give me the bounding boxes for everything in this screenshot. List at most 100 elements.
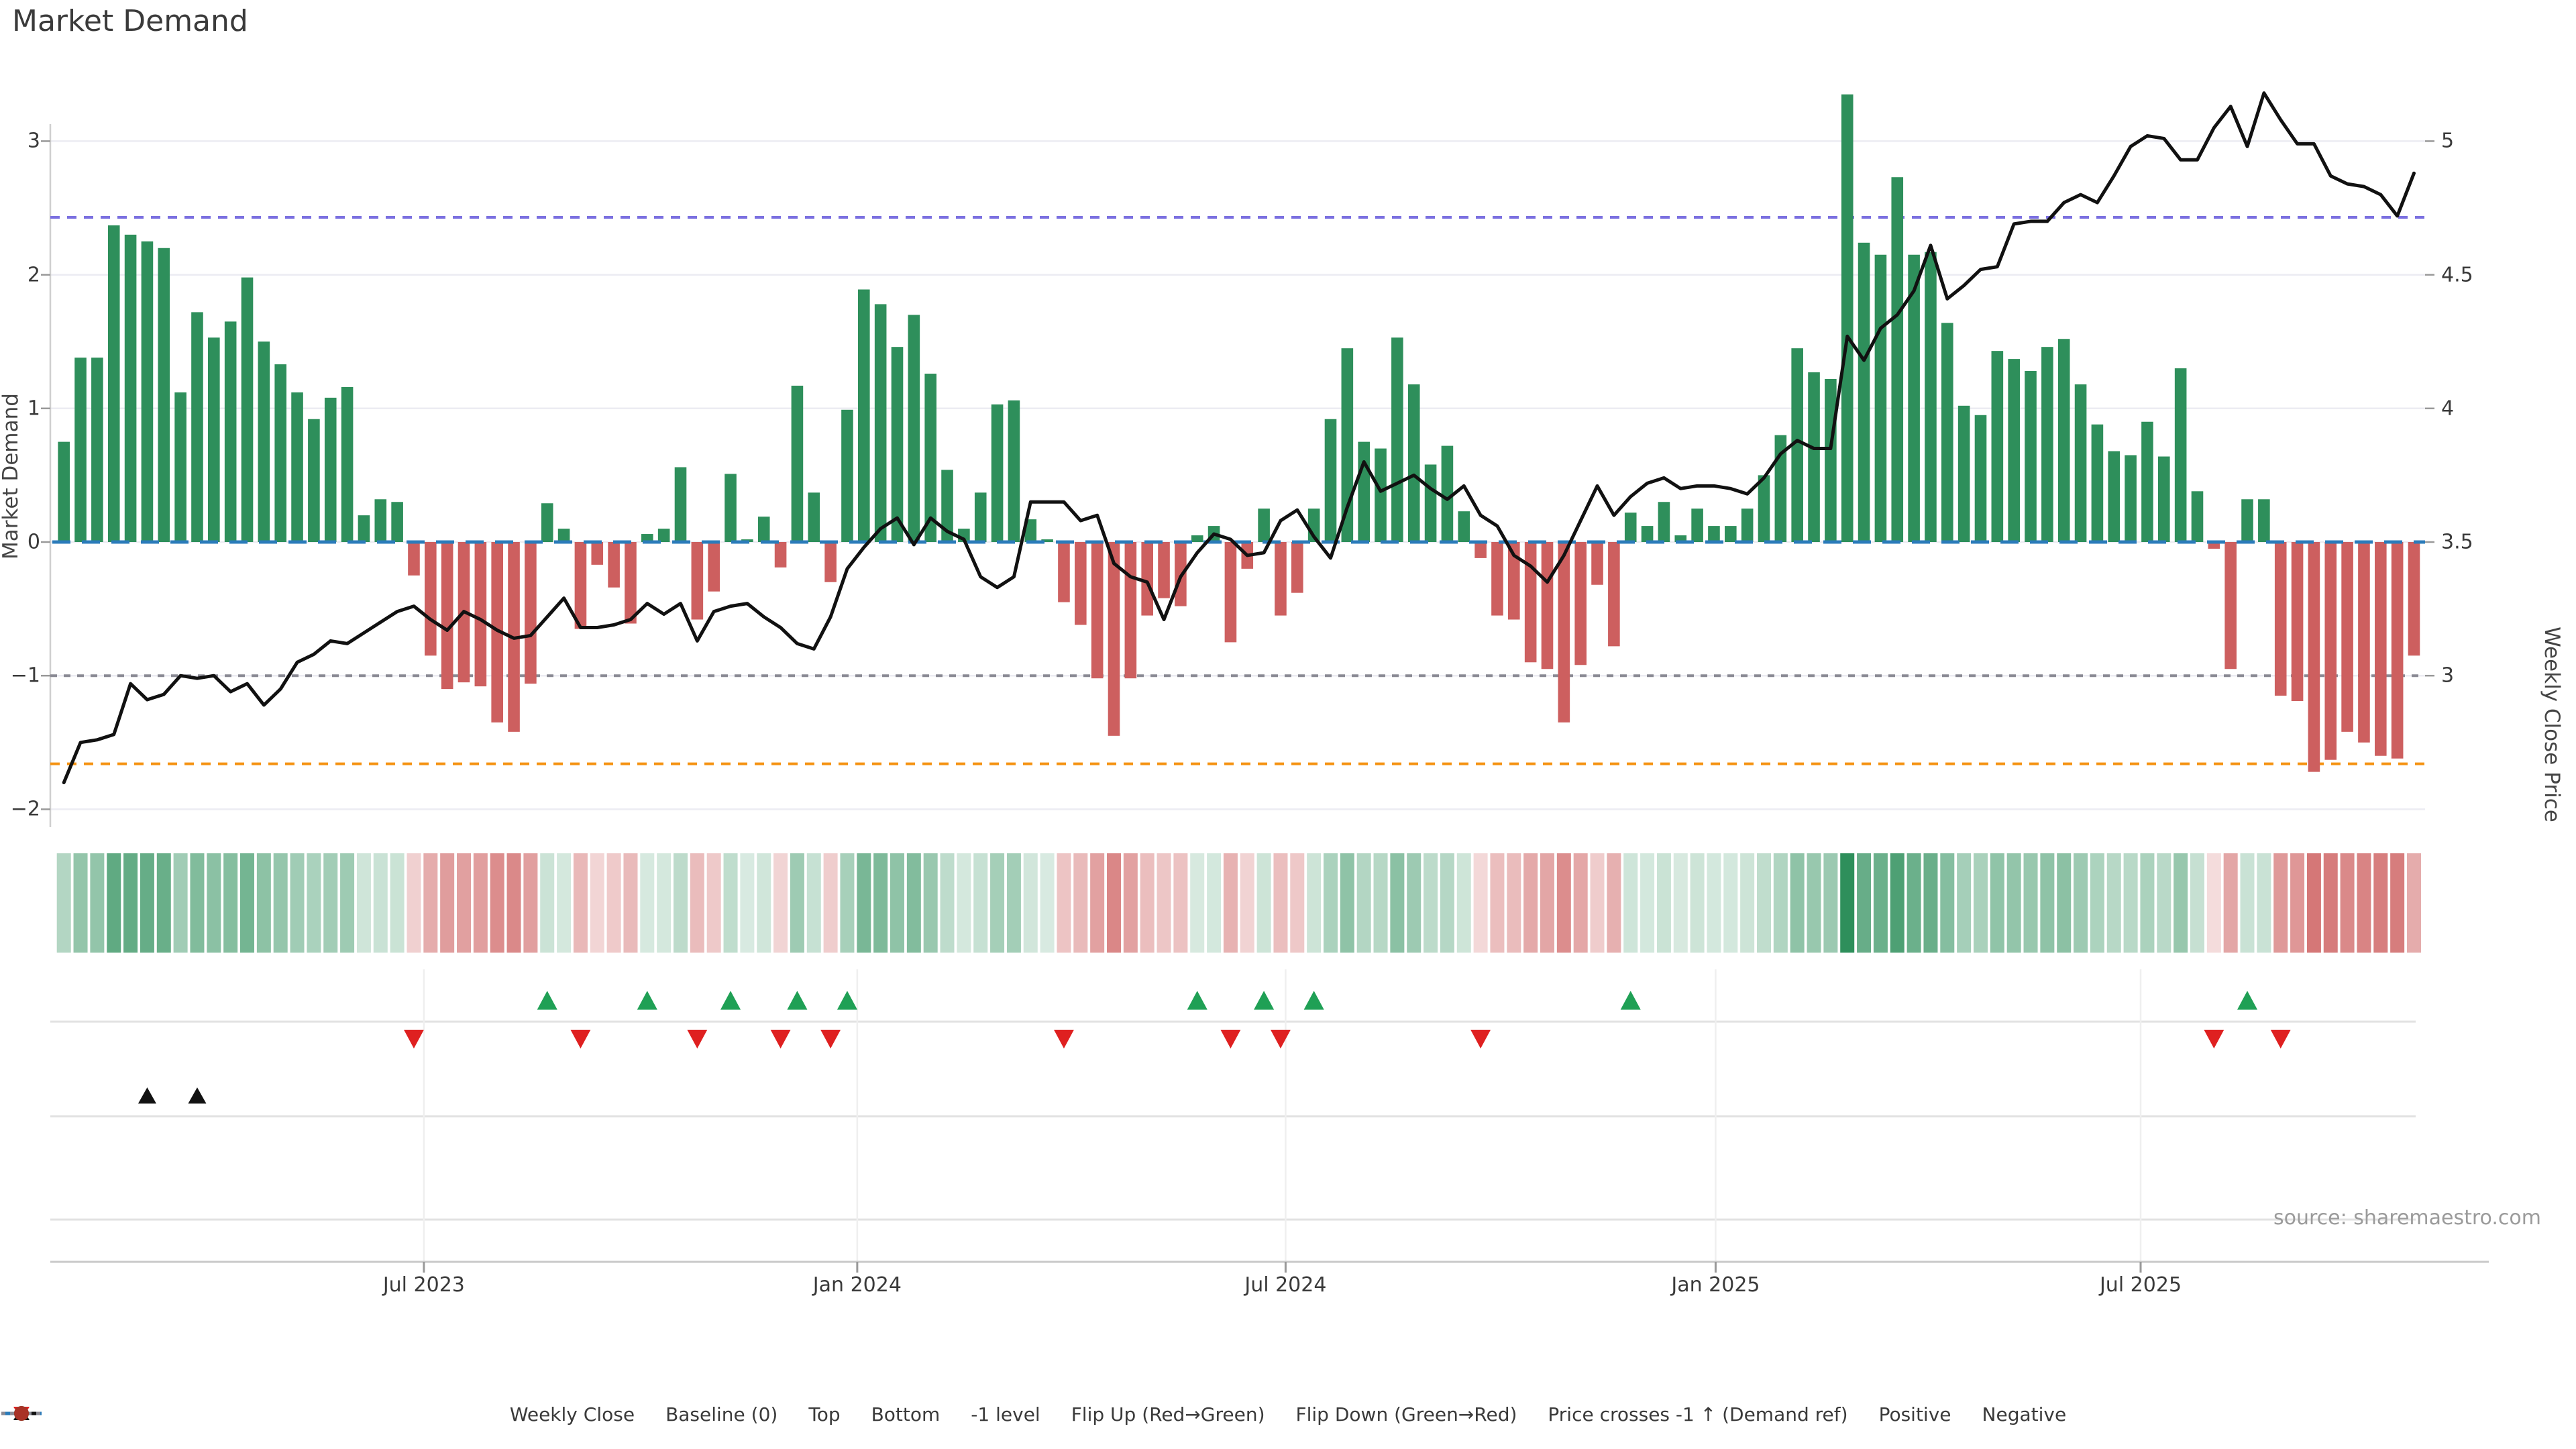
flip-down-marker bbox=[770, 1030, 791, 1049]
heatmap-cell bbox=[1190, 853, 1205, 953]
legend: Weekly Close Baseline (0) Top Bottom -1 leve… bbox=[0, 1403, 2576, 1426]
heatmap-cell bbox=[1523, 853, 1538, 953]
heatmap-cell bbox=[2106, 853, 2121, 953]
price-cross-marker bbox=[138, 1087, 156, 1104]
heatmap-cell bbox=[1556, 853, 1571, 953]
heatmap-cell bbox=[2040, 853, 2055, 953]
heatmap-cell bbox=[657, 853, 672, 953]
demand-bar-negative bbox=[2208, 542, 2220, 549]
demand-bar-positive bbox=[1358, 441, 1370, 542]
demand-bar-positive bbox=[1741, 508, 1754, 542]
heatmap-cell bbox=[757, 853, 771, 953]
demand-bar-positive bbox=[674, 467, 687, 542]
flip-down-marker bbox=[1053, 1030, 1074, 1049]
flip-down-marker bbox=[2204, 1030, 2224, 1049]
demand-bar-positive bbox=[2008, 359, 2020, 542]
heatmap-cell bbox=[1490, 853, 1505, 953]
flip-down-marker bbox=[1470, 1030, 1491, 1049]
demand-bar-negative bbox=[1224, 542, 1237, 643]
left-axis-tick: 3 bbox=[27, 129, 40, 153]
heatmap-cell bbox=[1456, 853, 1471, 953]
heatmap-cell bbox=[1307, 853, 1322, 953]
demand-bar-negative bbox=[2291, 542, 2304, 702]
legend-label: Weekly Close bbox=[509, 1403, 635, 1426]
demand-bar-negative bbox=[2224, 542, 2237, 669]
heatmap-cell bbox=[740, 853, 755, 953]
demand-bar-negative bbox=[2341, 542, 2353, 732]
heatmap-cell bbox=[840, 853, 855, 953]
demand-bar-positive bbox=[1658, 502, 1670, 542]
demand-bar-positive bbox=[141, 241, 154, 542]
flip-down-marker bbox=[1220, 1030, 1241, 1049]
heatmap-cell bbox=[1006, 853, 1021, 953]
flip-up-marker bbox=[837, 991, 857, 1010]
x-axis-tick: Jul 2025 bbox=[2099, 1273, 2182, 1297]
legend-label: Bottom bbox=[871, 1403, 941, 1426]
flip-down-marker bbox=[403, 1030, 424, 1049]
heatmap-cell bbox=[407, 853, 421, 953]
demand-bar-negative bbox=[691, 542, 704, 620]
demand-bar-positive bbox=[391, 502, 403, 542]
heatmap-cell bbox=[923, 853, 938, 953]
heatmap-cell bbox=[1123, 853, 1138, 953]
legend-item: Price crosses -1 ↑ (Demand ref) bbox=[13, 1403, 1848, 1426]
heatmap-cell bbox=[523, 853, 538, 953]
demand-bar-positive bbox=[291, 392, 303, 542]
heatmap-cell bbox=[1940, 853, 1955, 953]
heatmap-cell bbox=[957, 853, 971, 953]
demand-bar-negative bbox=[1058, 542, 1070, 602]
demand-bar-positive bbox=[224, 321, 237, 542]
demand-bar-positive bbox=[1641, 526, 1654, 542]
heatmap-cell bbox=[1073, 853, 1088, 953]
demand-bar-positive bbox=[657, 529, 670, 542]
demand-bar-positive bbox=[1991, 351, 2004, 542]
heatmap-cell bbox=[1390, 853, 1405, 953]
heatmap-cell bbox=[1707, 853, 1721, 953]
heatmap-cell bbox=[2023, 853, 2038, 953]
demand-bar-positive bbox=[1258, 508, 1270, 542]
legend-item: Weekly Close bbox=[1, 1403, 635, 1426]
heatmap-cell bbox=[1623, 853, 1638, 953]
demand-bar-negative bbox=[1141, 542, 1153, 616]
heatmap-cell bbox=[1240, 853, 1254, 953]
demand-bar-positive bbox=[1407, 384, 1420, 542]
demand-bar-positive bbox=[2074, 384, 2087, 542]
heatmap-cell bbox=[890, 853, 904, 953]
heatmap-cell bbox=[123, 853, 138, 953]
demand-bar-negative bbox=[2391, 542, 2404, 759]
demand-bar-positive bbox=[174, 392, 186, 542]
heatmap-cell bbox=[1890, 853, 1904, 953]
demand-bar-negative bbox=[474, 542, 487, 687]
demand-bar-positive bbox=[1424, 464, 1437, 542]
demand-bar-positive bbox=[1941, 323, 1953, 542]
flip-up-marker bbox=[720, 991, 741, 1010]
legend-item: Positive bbox=[14, 1403, 1951, 1426]
heatmap-cell bbox=[2340, 853, 2355, 953]
demand-bar-negative bbox=[2358, 542, 2370, 743]
demand-bar-positive bbox=[324, 397, 337, 542]
flip-up-marker bbox=[1303, 991, 1324, 1010]
heatmap-cell bbox=[990, 853, 1005, 953]
demand-bar-negative bbox=[824, 542, 837, 582]
heatmap-cell bbox=[140, 853, 154, 953]
demand-bar-positive bbox=[2057, 339, 2070, 542]
heatmap-cell bbox=[1540, 853, 1554, 953]
flip-up-marker bbox=[1187, 991, 1208, 1010]
demand-bar-positive bbox=[858, 289, 870, 542]
demand-bar-positive bbox=[241, 277, 254, 542]
demand-bar-negative bbox=[708, 542, 720, 592]
flip-up-marker bbox=[637, 991, 657, 1010]
demand-bar-positive bbox=[2041, 347, 2053, 542]
demand-bar-positive bbox=[341, 386, 354, 542]
heatmap-cell bbox=[1823, 853, 1838, 953]
heatmap-cell bbox=[90, 853, 105, 953]
heatmap-cell bbox=[340, 853, 355, 953]
heatmap-cell bbox=[423, 853, 438, 953]
heatmap-cell bbox=[573, 853, 588, 953]
demand-bar-negative bbox=[1124, 542, 1137, 679]
demand-bar-positive bbox=[2191, 491, 2204, 542]
flip-down-marker bbox=[2270, 1030, 2291, 1049]
demand-bar-negative bbox=[1541, 542, 1554, 669]
demand-bar-positive bbox=[841, 409, 853, 542]
demand-bar-positive bbox=[1908, 254, 1920, 542]
